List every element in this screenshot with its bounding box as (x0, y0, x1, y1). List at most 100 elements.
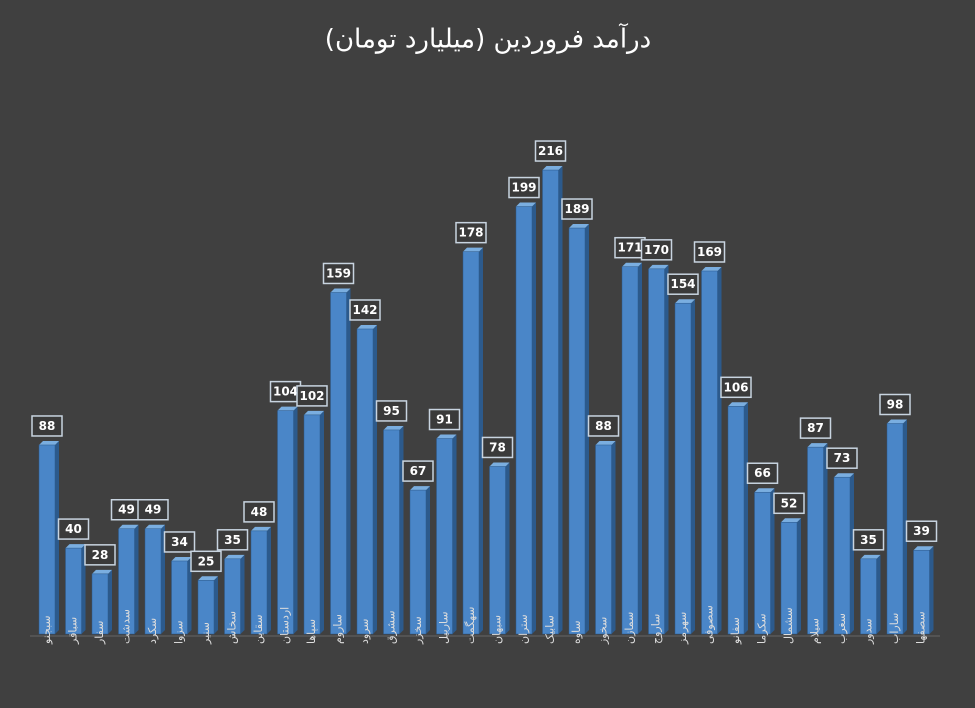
bar (144, 528, 162, 635)
value-label: 49 (145, 503, 162, 517)
bar-top (489, 462, 510, 467)
x-tick-label: سبجنو (40, 615, 53, 645)
chart-title: درآمد فروردین (میلیارد تومان) (325, 23, 651, 55)
value-label-box (375, 400, 408, 422)
x-tick-label: سنیر (199, 622, 212, 645)
bar (701, 270, 718, 635)
bar-top (198, 576, 218, 581)
bar-side (108, 569, 112, 634)
value-label: 78 (489, 440, 506, 454)
bar (595, 444, 612, 635)
x-tick-label: سیلام (809, 618, 822, 644)
bar (436, 438, 453, 635)
bar-side (452, 434, 457, 634)
bar (489, 466, 506, 635)
value-label: 49 (118, 503, 135, 517)
value-label: 159 (326, 266, 351, 280)
bar (913, 549, 930, 635)
bar-top (463, 247, 483, 252)
bar (171, 560, 188, 635)
value-label: 91 (436, 413, 453, 427)
bar-top (145, 524, 165, 529)
bar (542, 169, 559, 635)
value-label-box (216, 529, 249, 551)
x-tick-label: ستران (517, 614, 530, 644)
value-label: 25 (198, 554, 215, 568)
bar-top (913, 546, 934, 551)
bar-side (823, 443, 828, 634)
bar (224, 558, 241, 635)
bar (38, 444, 56, 635)
bar (727, 406, 745, 635)
bar-top (569, 224, 589, 229)
value-label: 170 (644, 243, 669, 257)
x-tick-label: سصفها (915, 611, 928, 644)
value-label: 48 (251, 505, 268, 519)
value-label: 106 (723, 380, 748, 394)
bar (807, 446, 824, 635)
bar-side (426, 486, 430, 634)
x-tick-label: ساروم (332, 614, 345, 644)
bar-top (357, 324, 377, 329)
bar-top (251, 526, 271, 531)
bar-side (240, 554, 245, 634)
value-label: 88 (39, 419, 56, 433)
x-tick-label: سغرب (835, 613, 848, 644)
value-label: 169 (697, 245, 722, 259)
bar-side (214, 576, 218, 634)
value-label: 39 (913, 524, 930, 538)
value-label-box (402, 460, 434, 482)
value-label-box (322, 262, 355, 285)
x-tick-label: سخزر (411, 616, 424, 645)
bar (250, 530, 268, 635)
bar-side (373, 324, 377, 634)
bar-top (887, 419, 907, 424)
value-label-box (190, 550, 222, 573)
bar-side (770, 488, 775, 634)
bar (568, 227, 586, 635)
bar (197, 580, 215, 635)
value-label-box (243, 501, 275, 523)
x-tick-label: سخاش (226, 611, 239, 644)
bar (65, 547, 82, 635)
bar-top (648, 264, 669, 269)
bar (780, 522, 798, 635)
value-label: 171 (617, 241, 642, 255)
value-label: 98 (887, 397, 904, 411)
x-tick-label: سخوز (597, 617, 610, 645)
bar-top (622, 262, 642, 267)
value-label-box (720, 376, 752, 399)
bar-side (717, 266, 722, 634)
bar-side (664, 264, 669, 634)
x-tick-label: سدشت (120, 609, 133, 644)
bar-top (701, 266, 722, 271)
x-tick-label: سابیک (544, 615, 557, 644)
bar (118, 528, 135, 635)
value-label: 216 (538, 144, 563, 158)
bar-top (516, 202, 536, 207)
value-label-box (693, 241, 726, 263)
value-label: 178 (458, 226, 483, 240)
x-tick-label: سهرمز (676, 612, 689, 645)
value-label-box (296, 385, 328, 407)
value-label: 40 (65, 522, 82, 536)
x-tick-label: سزوا (173, 620, 186, 644)
bar (515, 206, 533, 635)
value-label-box (137, 498, 169, 521)
value-label-box (826, 447, 858, 469)
bar-top (436, 434, 457, 439)
x-tick-label: سبهان (491, 615, 504, 644)
bar-side (850, 473, 854, 634)
bar-side (134, 524, 139, 634)
bar-side (638, 262, 642, 634)
value-label-box (163, 531, 196, 553)
bar-side (585, 224, 589, 634)
bar (91, 573, 109, 635)
bar (330, 292, 347, 635)
value-label-box (667, 273, 699, 295)
value-label-box (773, 492, 805, 515)
value-label: 73 (834, 451, 851, 465)
bar (886, 423, 904, 635)
bar-top (728, 402, 748, 407)
